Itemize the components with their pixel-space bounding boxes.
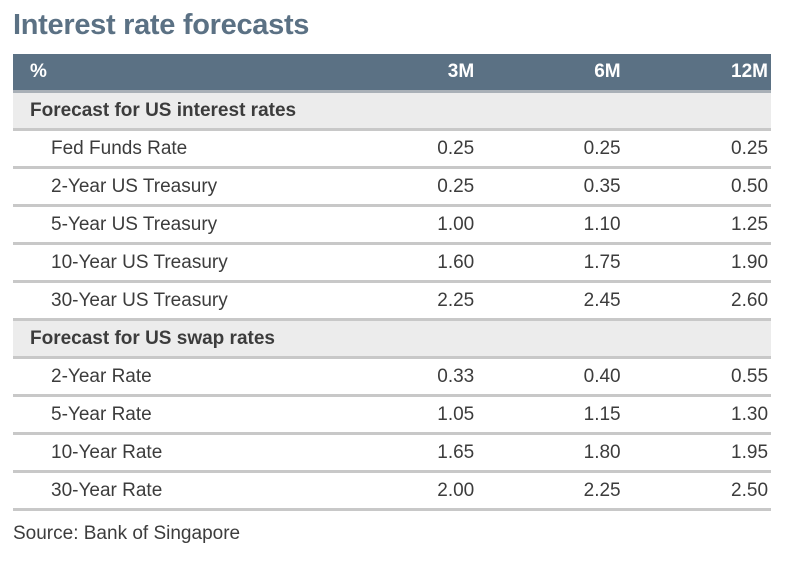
- cell-6m: 2.45: [583, 289, 621, 311]
- forecast-table: % 3M 6M 12M Forecast for US interest rat…: [13, 54, 771, 511]
- row-label: Fed Funds Rate: [51, 137, 188, 159]
- row-label: 5-Year Rate: [51, 403, 152, 425]
- cell-6m: 0.40: [583, 365, 621, 387]
- page-title: Interest rate forecasts: [13, 9, 310, 41]
- section-title: Forecast for US interest rates: [30, 99, 297, 121]
- table-row: 30-Year US Treasury 2.25 2.45 2.60: [13, 283, 771, 321]
- section-header-swap-rates: Forecast for US swap rates: [13, 321, 771, 359]
- table-row: 5-Year US Treasury 1.00 1.10 1.25: [13, 207, 771, 245]
- row-label: 2-Year US Treasury: [51, 175, 218, 197]
- source-note: Source: Bank of Singapore: [13, 523, 241, 544]
- header-col-3m: 3M: [447, 61, 475, 82]
- row-label: 5-Year US Treasury: [51, 213, 218, 235]
- table-row: 30-Year Rate 2.00 2.25 2.50: [13, 473, 771, 511]
- cell-3m: 1.65: [437, 441, 475, 463]
- header-col-6m: 6M: [594, 61, 621, 82]
- cell-6m: 0.35: [583, 175, 621, 197]
- table-row: 10-Year Rate 1.65 1.80 1.95: [13, 435, 771, 473]
- row-label: 30-Year US Treasury: [51, 289, 228, 311]
- cell-12m: 0.25: [731, 137, 769, 159]
- cell-6m: 1.75: [583, 251, 621, 273]
- cell-6m: 2.25: [583, 479, 621, 501]
- cell-12m: 0.50: [731, 175, 769, 197]
- cell-6m: 0.25: [583, 137, 621, 159]
- cell-3m: 0.33: [437, 365, 475, 387]
- row-label: 10-Year Rate: [51, 441, 163, 463]
- row-label: 10-Year US Treasury: [51, 251, 228, 273]
- cell-6m: 1.15: [583, 403, 621, 425]
- cell-3m: 2.25: [437, 289, 475, 311]
- cell-3m: 0.25: [437, 175, 475, 197]
- cell-6m: 1.10: [583, 213, 621, 235]
- cell-3m: 1.00: [437, 213, 475, 235]
- row-label: 2-Year Rate: [51, 365, 152, 387]
- cell-12m: 2.60: [731, 289, 769, 311]
- table-row: 10-Year US Treasury 1.60 1.75 1.90: [13, 245, 771, 283]
- cell-3m: 1.60: [437, 251, 475, 273]
- header-col-12m: 12M: [731, 61, 769, 82]
- table-row: 2-Year US Treasury 0.25 0.35 0.50: [13, 169, 771, 207]
- header-unit: %: [30, 61, 47, 82]
- table-row: Fed Funds Rate 0.25 0.25 0.25: [13, 131, 771, 169]
- cell-3m: 2.00: [437, 479, 475, 501]
- cell-12m: 1.90: [731, 251, 769, 273]
- table-header-row: % 3M 6M 12M: [13, 54, 771, 93]
- cell-12m: 2.50: [731, 479, 769, 501]
- table-row: 5-Year Rate 1.05 1.15 1.30: [13, 397, 771, 435]
- cell-12m: 0.55: [731, 365, 769, 387]
- cell-6m: 1.80: [583, 441, 621, 463]
- section-header-interest-rates: Forecast for US interest rates: [13, 93, 771, 131]
- cell-3m: 0.25: [437, 137, 475, 159]
- cell-12m: 1.25: [731, 213, 769, 235]
- cell-12m: 1.30: [731, 403, 769, 425]
- cell-12m: 1.95: [731, 441, 769, 463]
- row-label: 30-Year Rate: [51, 479, 163, 501]
- section-title: Forecast for US swap rates: [30, 327, 275, 349]
- cell-3m: 1.05: [437, 403, 475, 425]
- table-row: 2-Year Rate 0.33 0.40 0.55: [13, 359, 771, 397]
